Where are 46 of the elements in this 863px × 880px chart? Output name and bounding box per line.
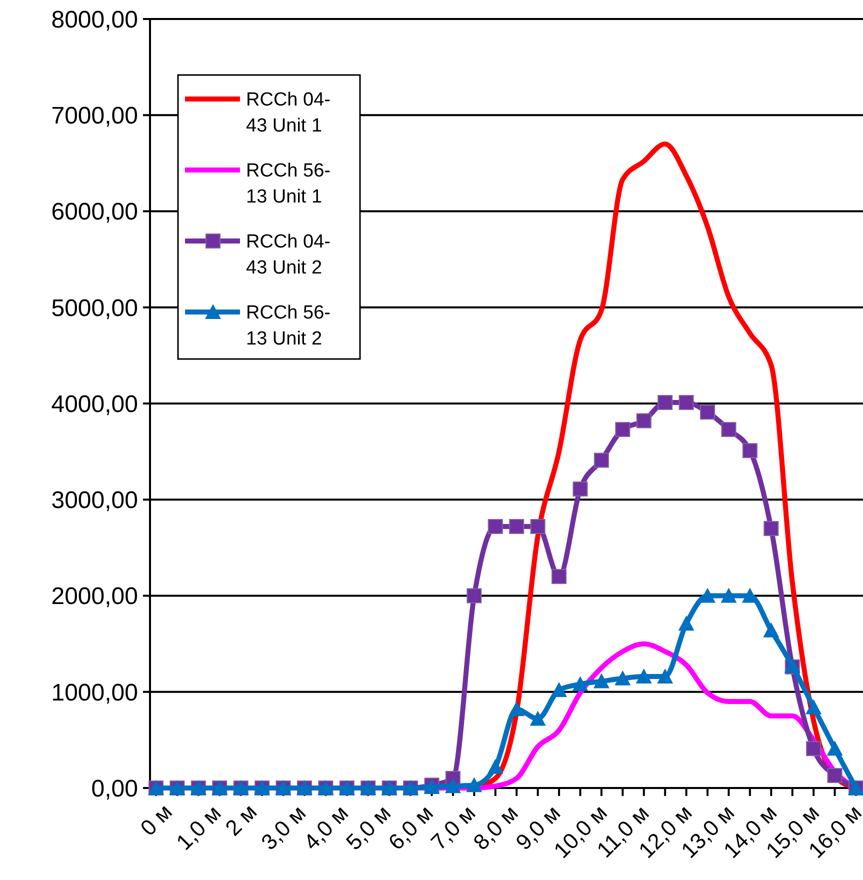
point <box>594 452 609 468</box>
y-tick-label: 2000,00 <box>51 583 138 610</box>
point <box>678 395 694 410</box>
point <box>487 758 504 774</box>
y-tick-label: 3000,00 <box>51 487 138 514</box>
point <box>572 482 588 497</box>
point <box>720 588 737 603</box>
legend-label: RCCh 56-13 Unit 2 <box>246 302 330 350</box>
point <box>826 740 843 756</box>
y-tick-label: 1000,00 <box>51 679 138 706</box>
point <box>657 668 674 684</box>
point <box>615 422 630 437</box>
legend-label: RCCh 04-43 Unit 2 <box>246 232 330 278</box>
y-tick-label: 4000,00 <box>51 390 138 418</box>
point <box>678 616 694 631</box>
point <box>636 668 652 684</box>
point <box>806 699 822 714</box>
point <box>636 413 652 428</box>
point <box>763 622 780 638</box>
point <box>530 710 546 726</box>
point <box>444 778 461 794</box>
point <box>806 741 822 756</box>
point <box>700 588 716 603</box>
point <box>552 569 567 584</box>
point <box>614 670 631 686</box>
point <box>764 520 779 536</box>
y-tick-label: 6000,00 <box>51 198 138 226</box>
point <box>508 701 525 716</box>
point <box>466 588 482 604</box>
point <box>509 519 524 534</box>
point <box>827 768 842 784</box>
point <box>721 422 736 437</box>
point <box>466 777 482 792</box>
point <box>572 676 588 692</box>
point <box>488 519 503 534</box>
y-tick-label: 7000,00 <box>51 102 138 130</box>
point <box>742 443 758 458</box>
point <box>700 404 716 420</box>
legend-label: RCCh 56-13 Unit 1 <box>246 160 330 208</box>
y-tick-label: 5000,00 <box>51 294 138 322</box>
legend-label: RCCh 04-43 Unit 1 <box>246 90 330 136</box>
point <box>593 673 610 688</box>
point <box>658 395 673 410</box>
point <box>530 519 546 534</box>
y-tick-label: 0,00 <box>91 775 138 802</box>
y-tick-label: 8000,00 <box>51 6 138 34</box>
